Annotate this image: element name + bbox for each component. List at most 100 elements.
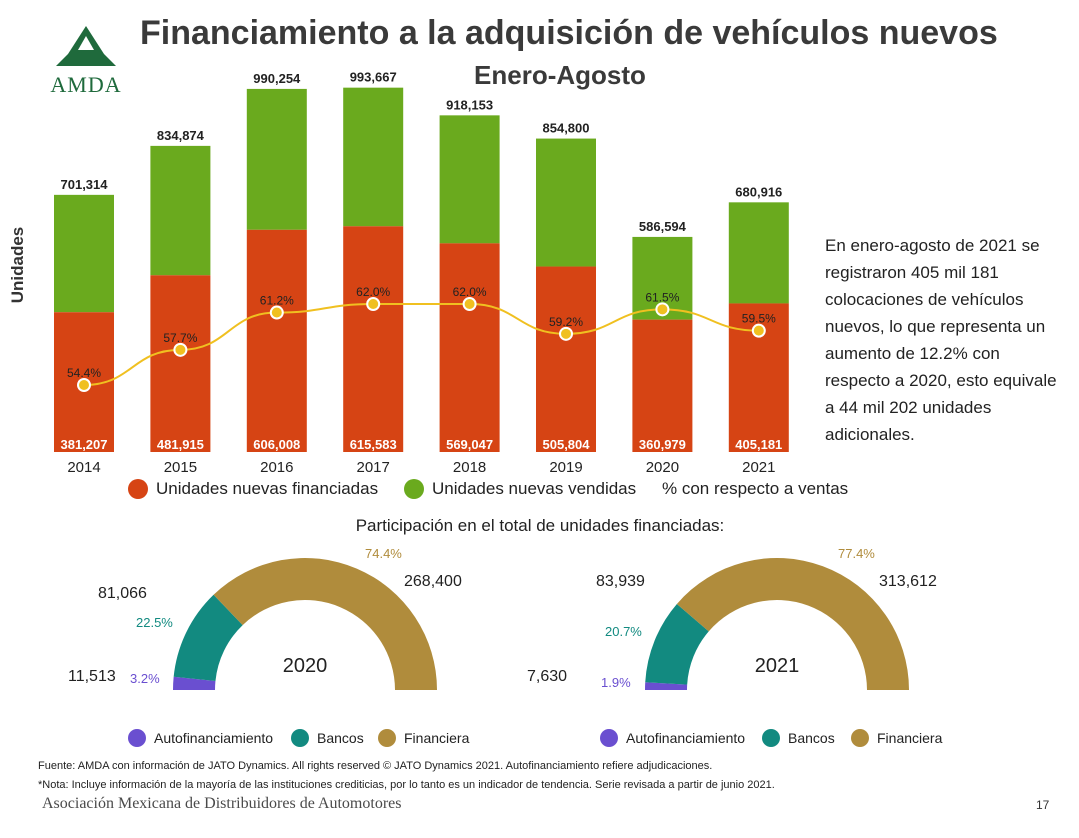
legend-label-bancos: Bancos — [788, 730, 835, 746]
pct-point — [173, 342, 188, 357]
bar-sold — [246, 88, 307, 230]
x-tick-label: 2021 — [742, 459, 775, 476]
legend-swatch-autofin — [128, 729, 146, 747]
x-tick-label: 2015 — [164, 459, 197, 476]
donut-value-label: 81,066 — [98, 585, 147, 602]
legend-swatch-bancos — [762, 729, 780, 747]
amda-logo: AMDA — [50, 26, 121, 97]
bar-financed — [246, 229, 307, 452]
donut-center-year: 2021 — [755, 655, 800, 677]
legend-swatch-financiera — [378, 729, 396, 747]
legend-swatch-autofin — [600, 729, 618, 747]
pct-label: 54.4% — [67, 366, 101, 380]
data-label-sold: 834,874 — [157, 128, 205, 143]
donut-slice-bancos — [645, 603, 709, 685]
svg-text:AMDA: AMDA — [50, 72, 121, 97]
data-label-sold: 680,916 — [735, 184, 782, 199]
bar-financed — [343, 226, 404, 452]
bar-financed — [150, 275, 211, 452]
legend-label-autofin: Autofinanciamiento — [626, 730, 746, 746]
donut-value-label: 313,612 — [879, 573, 937, 590]
donut-value-label: 268,400 — [404, 573, 462, 590]
bar-sold — [728, 202, 789, 304]
donut-slice-financiera — [676, 557, 909, 690]
legend-label-sold: Unidades nuevas vendidas — [432, 479, 637, 498]
donut-center-year: 2020 — [283, 655, 328, 677]
legend-item-pct: % con respecto a ventas — [662, 479, 848, 499]
data-label-financed: 360,979 — [639, 437, 686, 452]
bar-sold — [343, 87, 404, 227]
pct-label: 61.5% — [645, 290, 679, 304]
donut2021-legend-financiera: Financiera — [851, 729, 942, 747]
legend-label-financed: Unidades nuevas financiadas — [156, 479, 379, 498]
data-label-financed: 481,915 — [157, 437, 204, 452]
bar-sold — [150, 145, 211, 276]
bar-sold — [536, 138, 596, 267]
pct-label: 62.0% — [453, 285, 487, 299]
pct-point — [462, 297, 477, 311]
legend-swatch-bancos — [291, 729, 309, 747]
data-label-sold: 854,800 — [543, 121, 590, 136]
legend-label-autofin: Autofinanciamiento — [154, 730, 274, 746]
data-label-sold: 701,314 — [61, 177, 109, 192]
donut-value-label: 7,630 — [527, 668, 567, 685]
pct-point — [269, 305, 284, 320]
page-subtitle: Enero-Agosto — [474, 60, 646, 90]
donut-value-label: 83,939 — [596, 573, 645, 590]
data-label-financed: 405,181 — [735, 437, 782, 452]
bar-financed — [439, 243, 500, 452]
donut-slice-financiera — [213, 557, 437, 690]
bar-financed — [536, 266, 596, 452]
legend-swatch-sold — [404, 479, 424, 499]
page-title: Financiamiento a la adquisición de vehíc… — [140, 14, 998, 52]
donut-pct-label: 20.7% — [605, 624, 642, 639]
legend-swatch-financed — [128, 479, 148, 499]
bar-sold — [439, 115, 500, 244]
bar-financed — [632, 319, 693, 452]
legend-label-bancos: Bancos — [317, 730, 364, 746]
data-label-sold: 918,153 — [446, 97, 493, 112]
x-tick-label: 2020 — [646, 459, 679, 476]
legend-item-sold: Unidades nuevas vendidas — [404, 479, 636, 499]
donut-pct-label: 77.4% — [838, 546, 875, 561]
footnote: *Nota: Incluye información de la mayoría… — [38, 779, 775, 791]
pct-label: 62.0% — [356, 285, 390, 299]
data-label-financed: 505,804 — [543, 437, 591, 452]
page-number: 17 — [1036, 798, 1050, 812]
x-tick-label: 2014 — [67, 459, 100, 476]
legend-label-pct: % con respecto a ventas — [662, 479, 849, 498]
source-note: Fuente: AMDA con información de JATO Dyn… — [38, 760, 713, 772]
legend-swatch-financiera — [851, 729, 869, 747]
pct-label: 59.5% — [742, 312, 776, 326]
legend-label-financiera: Financiera — [404, 730, 470, 746]
footer-organization: Asociación Mexicana de Distribuidores de… — [42, 795, 402, 812]
pct-label: 61.2% — [260, 294, 294, 308]
data-label-sold: 586,594 — [639, 219, 687, 234]
data-label-financed: 606,008 — [253, 437, 300, 452]
donut2021-legend-bancos: Bancos — [762, 729, 835, 747]
data-label-sold: 990,254 — [253, 71, 301, 86]
side-note: En enero-agosto de 2021 se registraron 4… — [825, 236, 1057, 444]
bar-sold — [54, 194, 114, 313]
x-tick-label: 2019 — [549, 459, 582, 476]
pct-point — [366, 297, 381, 311]
pct-point — [77, 378, 91, 392]
donut2020-legend-financiera: Financiera — [378, 729, 469, 747]
donut-pct-label: 1.9% — [601, 675, 631, 690]
pct-point — [655, 302, 670, 317]
donut-value-label: 11,513 — [68, 668, 116, 685]
x-tick-label: 2016 — [260, 459, 293, 476]
donut-slice-autofin — [645, 682, 688, 690]
x-tick-label: 2017 — [357, 459, 390, 476]
legend-label-financiera: Financiera — [877, 730, 943, 746]
data-label-financed: 615,583 — [350, 437, 397, 452]
pct-label: 57.7% — [163, 331, 197, 345]
data-label-financed: 569,047 — [446, 437, 493, 452]
donut-slice-autofin — [173, 676, 216, 690]
donut-pct-label: 22.5% — [136, 615, 173, 630]
donut-pct-label: 74.4% — [365, 546, 402, 561]
legend-item-financed: Unidades nuevas financiadas — [128, 479, 378, 499]
donut-pct-label: 3.2% — [130, 671, 160, 686]
donut2021-legend-autofin: Autofinanciamiento — [600, 729, 745, 747]
